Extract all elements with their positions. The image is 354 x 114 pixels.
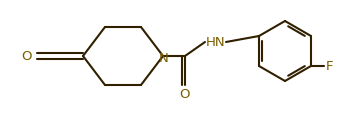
Text: F: F bbox=[326, 60, 333, 73]
Text: HN: HN bbox=[206, 35, 225, 48]
Text: O: O bbox=[179, 88, 189, 101]
Text: N: N bbox=[159, 51, 169, 64]
Text: O: O bbox=[22, 50, 32, 63]
